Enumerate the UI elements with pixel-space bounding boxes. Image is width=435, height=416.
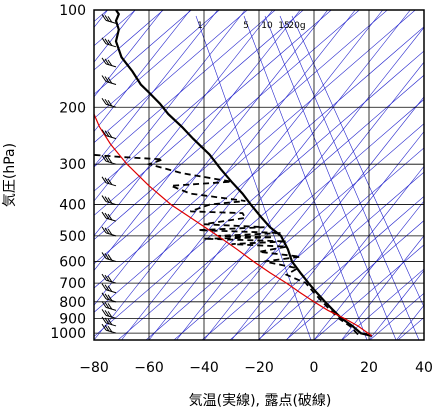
- y-tick-label: 600: [59, 254, 86, 270]
- wind-barb: [102, 309, 116, 318]
- isotherm-line: [259, 10, 435, 340]
- grid-layer: [94, 10, 424, 340]
- dry-adiabat-line: [62, 0, 435, 340]
- mixing-ratio-label: 1: [197, 21, 203, 31]
- dry-adiabat-line: [118, 0, 435, 340]
- mixing-ratio-line: [196, 16, 311, 340]
- wind-barb: [102, 252, 116, 261]
- wind-barb: [102, 301, 116, 310]
- x-tick-label: −80: [79, 360, 109, 376]
- dry-adiabat-line: [286, 0, 435, 340]
- dry-adiabat-line: [0, 0, 386, 340]
- parcel-path-line: [94, 114, 372, 336]
- wind-barb: [102, 293, 116, 302]
- isotherm-line: [232, 10, 435, 340]
- series-layer: [89, 10, 372, 336]
- wind-barb: [102, 196, 116, 205]
- dry-adiabat-line: [202, 0, 435, 340]
- x-tick-label: 40: [415, 360, 433, 376]
- isotherm-line: [397, 10, 435, 340]
- x-tick-label: −40: [189, 360, 219, 376]
- y-tick-label: 700: [59, 276, 86, 292]
- mixing-ratio-label: 5: [243, 21, 249, 31]
- dry-adiabat-line: [0, 0, 330, 340]
- dry-adiabat-line: [90, 0, 435, 340]
- y-axis-label: 気圧(hPa): [2, 143, 18, 207]
- y-tick-label: 900: [59, 311, 86, 327]
- mixing-ratio-label: 20g: [288, 21, 305, 31]
- dry-adiabat-line: [370, 0, 435, 340]
- wind-barb: [102, 14, 116, 23]
- isotherm-line: [424, 10, 435, 340]
- y-tick-label: 800: [59, 295, 86, 311]
- isotherm-line: [369, 10, 435, 340]
- dry-adiabat-line: [314, 0, 435, 340]
- mixing-ratio-label: 10: [261, 21, 273, 31]
- dry-adiabat-line: [258, 0, 435, 340]
- mixing-ratio-line: [244, 16, 367, 340]
- y-tick-label: 200: [59, 100, 86, 116]
- wind-barb: [102, 284, 116, 293]
- dry-adiabat-line: [398, 0, 435, 340]
- x-tick-labels: −80 −60 −40 −20 0 20 40: [79, 360, 433, 376]
- isotherm-line: [177, 10, 435, 340]
- y-tick-label: 100: [59, 3, 86, 19]
- dry-adiabat-line: [426, 0, 435, 340]
- mixing-ratio-line: [265, 16, 396, 340]
- dry-adiabat-line: [0, 0, 302, 340]
- dry-adiabat-line: [0, 0, 358, 340]
- y-tick-label: 1000: [50, 326, 86, 342]
- isotherm-line: [12, 10, 273, 340]
- y-tick-label: 500: [59, 229, 86, 245]
- temperature-line: [116, 10, 372, 336]
- x-tick-label: −20: [244, 360, 274, 376]
- x-tick-label: 20: [360, 360, 378, 376]
- x-axis-label: 気温(実線), 露点(破線): [189, 393, 332, 409]
- wind-barb: [102, 38, 116, 47]
- wind-barb: [102, 98, 116, 107]
- dewpoint-line: [89, 155, 359, 335]
- y-tick-label: 300: [59, 157, 86, 173]
- dry-adiabat-line: [0, 0, 246, 340]
- wind-barb: [102, 58, 116, 67]
- mixing-ratio-line: [280, 16, 419, 340]
- y-tick-label: 400: [59, 198, 86, 214]
- wind-barb: [102, 227, 116, 236]
- x-tick-label: 0: [310, 360, 319, 376]
- isotherm-line: [204, 10, 435, 340]
- x-tick-label: −60: [134, 360, 164, 376]
